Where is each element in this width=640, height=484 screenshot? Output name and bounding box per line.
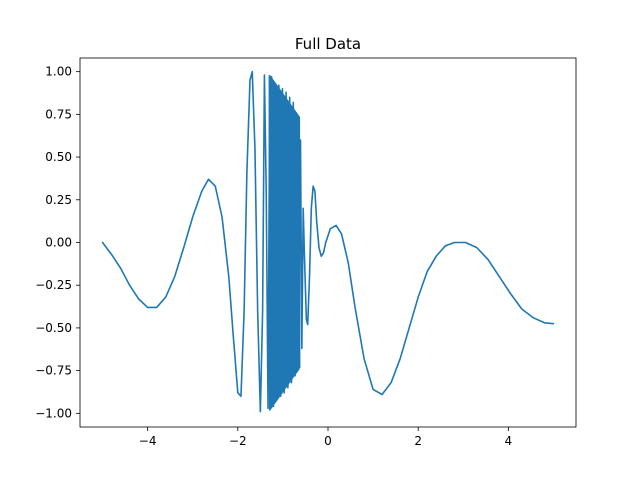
series-layer [101,70,555,413]
y-axis: −1.00 −0.75 −0.50 −0.25 0.00 0.25 0.50 0.75 1.00 [35,65,80,420]
plot-area [80,58,576,427]
y-tick-label: −0.75 [35,364,72,378]
y-tick-label: 0.50 [45,150,72,164]
x-tick-label: 4 [505,434,513,448]
y-tick-label: −0.25 [35,278,72,292]
y-tick-label: −1.00 [35,406,72,420]
y-tick-label: 1.00 [45,65,72,79]
chart-title: Full Data [295,35,361,53]
frame-layer [79,57,577,428]
x-tick-label: 2 [414,434,422,448]
y-tick-label: 0.00 [45,236,72,250]
y-tick-label: −0.50 [35,321,72,335]
x-tick-label: −2 [229,434,247,448]
series-dense-oscillation-0 [268,75,301,411]
x-axis: −4 −2 0 2 4 [139,427,512,448]
x-tick-label: −4 [139,434,157,448]
series-line-0 [101,70,555,413]
y-tick-label: 0.75 [45,107,72,121]
plot-frame [79,57,577,428]
plot-background [80,58,576,427]
x-tick-label: 0 [324,434,332,448]
y-tick-label: 0.25 [45,193,72,207]
